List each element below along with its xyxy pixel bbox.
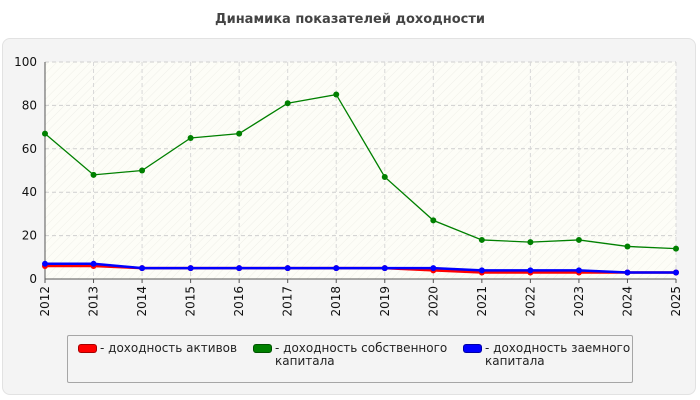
legend-label-debt: - доходность заемного капитала (485, 341, 631, 368)
data-point-debt (333, 265, 340, 272)
x-tick-label: 2020 (426, 286, 440, 317)
data-point-equity (236, 130, 243, 137)
legend: - доходность активов - доходность собств… (67, 335, 633, 383)
legend-item-equity: - доходность собственного капитала (253, 342, 447, 368)
data-point-equity (284, 100, 291, 107)
data-point-equity (575, 236, 582, 243)
data-point-debt (478, 267, 485, 274)
data-point-debt (284, 265, 291, 272)
x-tick-label: 2018 (329, 286, 343, 317)
x-tick-label: 2022 (523, 286, 537, 317)
data-point-debt (673, 269, 679, 276)
series-line-equity (44, 93, 677, 250)
x-tick-label: 2017 (281, 286, 295, 317)
x-tick-label: 2015 (184, 286, 198, 317)
legend-swatch-debt (463, 344, 482, 353)
data-point-equity (624, 243, 631, 250)
y-tick-label: 40 (22, 185, 37, 199)
data-point-equity (139, 167, 146, 174)
plot-area (45, 62, 676, 279)
legend-label-equity: - доходность собственного капитала (275, 341, 448, 368)
legend-swatch-assets (78, 344, 97, 353)
y-tick-label: 20 (22, 229, 37, 243)
data-point-equity (478, 236, 485, 243)
x-tick-label: 2019 (378, 286, 392, 317)
y-tick-label: 0 (29, 272, 37, 286)
data-point-debt (42, 260, 48, 267)
y-tick-label: 100 (14, 55, 37, 69)
data-point-debt (187, 265, 194, 272)
x-tick-label: 2025 (669, 286, 683, 317)
data-point-equity (90, 171, 97, 178)
data-point-debt (527, 267, 534, 274)
data-point-equity (430, 217, 437, 224)
x-tick-label: 2024 (620, 286, 634, 317)
x-tick-label: 2012 (38, 286, 52, 317)
data-point-equity (42, 130, 48, 137)
x-tick-label: 2013 (87, 286, 101, 317)
data-point-debt (381, 265, 388, 272)
data-point-equity (527, 239, 534, 246)
chart-title: Динамика показателей доходности (215, 12, 485, 27)
x-tick-label: 2023 (572, 286, 586, 317)
legend-item-debt: - доходность заемного капитала (463, 342, 630, 368)
x-tick-label: 2016 (232, 286, 246, 317)
data-point-debt (90, 260, 97, 267)
legend-swatch-equity (253, 344, 272, 353)
data-point-debt (624, 269, 631, 276)
data-point-equity (187, 134, 194, 141)
legend-item-assets: - доходность активов (78, 342, 237, 355)
data-point-equity (333, 91, 340, 98)
x-tick-label: 2014 (135, 286, 149, 317)
y-tick-label: 60 (22, 142, 37, 156)
y-tick-label: 80 (22, 98, 37, 112)
data-point-debt (139, 265, 146, 272)
legend-label-assets: - доходность активов (100, 341, 238, 355)
data-point-debt (575, 267, 582, 274)
x-tick-label: 2021 (475, 286, 489, 317)
data-point-equity (381, 174, 388, 181)
data-point-equity (673, 245, 679, 252)
series-line-debt (45, 262, 676, 274)
data-point-debt (236, 265, 243, 272)
data-point-debt (430, 265, 437, 272)
